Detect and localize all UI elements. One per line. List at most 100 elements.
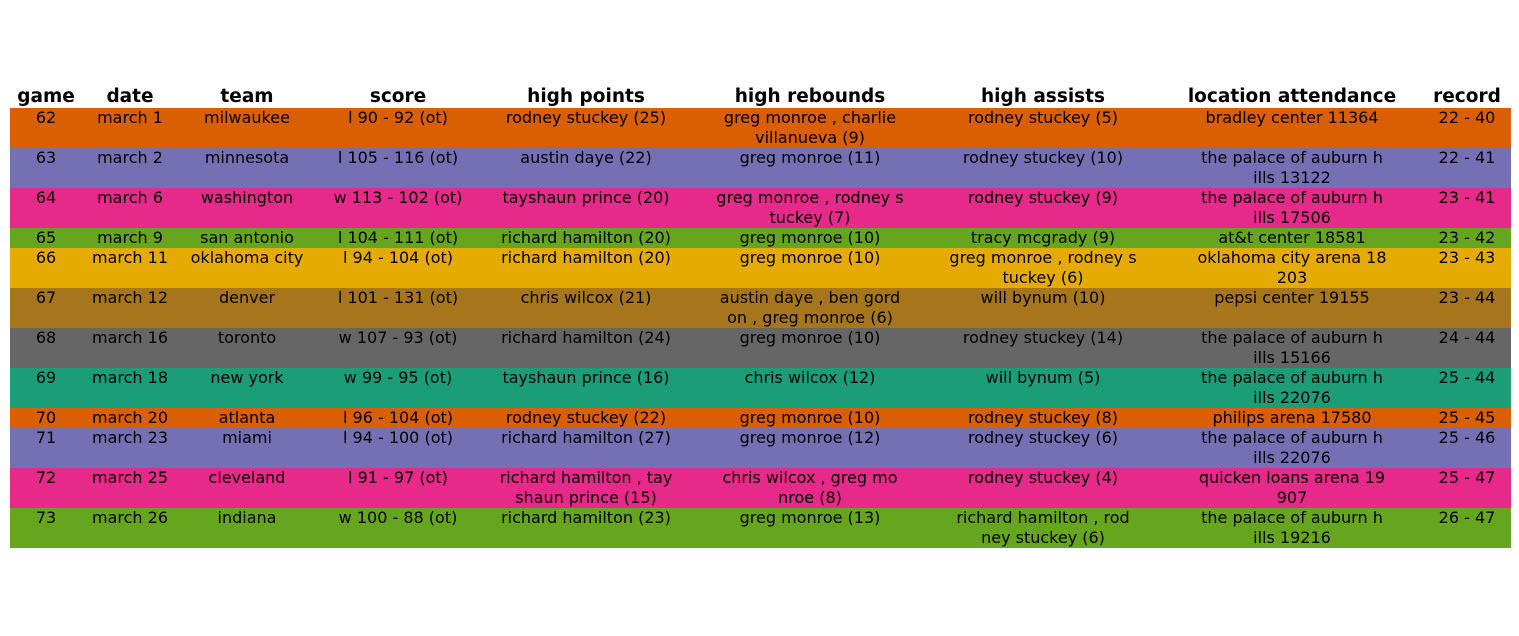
table-cell: 65 (35, 228, 57, 247)
table-row: 69 march 18 new york w 99 - 95 (ot) tayshaun… (10, 368, 1511, 408)
table-cell: tracy mcgrady (9) (970, 228, 1116, 247)
table-cell: new york (210, 368, 284, 387)
table-cell: 25 - 46 (1438, 428, 1496, 447)
table-row: 67 march 12 denver l 101 - 131 (ot) chris wi… (10, 288, 1511, 328)
column-header: date (106, 86, 154, 107)
table-cell: w 99 - 95 (ot) (343, 368, 453, 387)
table-cell: chris wilcox (21) (520, 288, 652, 307)
table-cell: will bynum (10) (980, 288, 1106, 307)
table-cell: rodney stuckey (25) (505, 108, 667, 127)
table-cell: quicken loans arena 19 907 (1198, 468, 1386, 507)
table-row: 70 march 20 atlanta l 96 - 104 (ot) rodney s… (10, 408, 1511, 428)
column-header: score (369, 86, 427, 107)
table-cell: 72 (35, 468, 57, 487)
table-cell: richard hamilton (20) (501, 228, 671, 247)
table-cell: at&t center 18581 (1218, 228, 1366, 247)
table-cell: 26 - 47 (1438, 508, 1496, 527)
table-cell: 23 - 42 (1438, 228, 1496, 247)
table-cell: march 6 (97, 188, 163, 207)
table-cell: 25 - 45 (1438, 408, 1496, 427)
table-cell: greg monroe (10) (739, 328, 881, 347)
table-cell: rodney stuckey (10) (962, 148, 1124, 167)
table-cell: tayshaun prince (16) (502, 368, 670, 387)
table-cell: greg monroe (10) (739, 408, 881, 427)
table-cell: philips arena 17580 (1212, 408, 1372, 427)
table-cell: 67 (35, 288, 57, 307)
table-cell: 69 (35, 368, 57, 387)
table-cell: march 26 (92, 508, 168, 527)
table-cell: greg monroe (12) (739, 428, 881, 447)
table-cell: greg monroe (10) (739, 248, 881, 267)
table-cell: march 11 (92, 248, 168, 267)
table-cell: rodney stuckey (14) (962, 328, 1124, 347)
table-cell: l 94 - 104 (ot) (342, 248, 453, 267)
table-cell: 73 (35, 508, 57, 527)
table-cell: march 16 (92, 328, 168, 347)
table-cell: richard hamilton (27) (501, 428, 671, 447)
table-cell: indiana (217, 508, 277, 527)
table-cell: w 107 - 93 (ot) (338, 328, 458, 347)
table-cell: 22 - 41 (1438, 148, 1496, 167)
table-cell: march 23 (92, 428, 168, 447)
table-cell: greg monroe , charlie villanueva (9) (723, 108, 897, 147)
table-cell: l 91 - 97 (ot) (348, 468, 448, 487)
table-cell: l 94 - 100 (ot) (342, 428, 453, 447)
table-cell: richard hamilton , rod ney stuckey (6) (956, 508, 1130, 547)
column-header: high assists (980, 86, 1106, 107)
table-cell: 22 - 40 (1438, 108, 1496, 127)
table-cell: 25 - 47 (1438, 468, 1496, 487)
table-cell: chris wilcox , greg mo nroe (8) (722, 468, 898, 507)
column-header: high points (527, 86, 645, 107)
table-cell: bradley center 11364 (1205, 108, 1379, 127)
table-cell: cleveland (208, 468, 286, 487)
table-cell: greg monroe (13) (739, 508, 881, 527)
table-cell: austin daye (22) (520, 148, 652, 167)
table-cell: richard hamilton (23) (501, 508, 671, 527)
table-cell: atlanta (218, 408, 276, 427)
table-cell: w 100 - 88 (ot) (338, 508, 458, 527)
table-cell: 23 - 43 (1438, 248, 1496, 267)
table-cell: 23 - 44 (1438, 288, 1496, 307)
table-cell: greg monroe , rodney s tuckey (6) (949, 248, 1137, 287)
table-cell: richard hamilton (24) (501, 328, 671, 347)
table-cell: miami (222, 428, 272, 447)
table-cell: denver (218, 288, 276, 307)
table-cell: w 113 - 102 (ot) (333, 188, 463, 207)
table-cell: the palace of auburn h ills 22076 (1201, 368, 1383, 407)
table-cell: richard hamilton , tay shaun prince (15) (499, 468, 673, 507)
table-cell: oklahoma city (190, 248, 304, 267)
table-cell: minnesota (204, 148, 290, 167)
table-cell: march 20 (92, 408, 168, 427)
table-row: 72 march 25 cleveland l 91 - 97 (ot) richard… (10, 468, 1511, 508)
table-row: 65 march 9 san antonio l 104 - 111 (ot) rich… (10, 228, 1511, 248)
table-cell: rodney stuckey (9) (967, 188, 1118, 207)
table-cell: march 25 (92, 468, 168, 487)
table-cell: chris wilcox (12) (744, 368, 876, 387)
table-cell: 63 (35, 148, 57, 167)
table-row: 66 march 11 oklahoma city l 94 - 104 (ot) ri… (10, 248, 1511, 288)
table-cell: rodney stuckey (8) (967, 408, 1118, 427)
table-cell: richard hamilton (20) (501, 248, 671, 267)
table-cell: oklahoma city arena 18 203 (1197, 248, 1387, 287)
table-cell: san antonio (200, 228, 294, 247)
table-cell: 70 (35, 408, 57, 427)
table-cell: greg monroe (10) (739, 228, 881, 247)
table-cell: march 9 (97, 228, 163, 247)
table-cell: 25 - 44 (1438, 368, 1496, 387)
column-header: game (17, 86, 75, 107)
table-cell: austin daye , ben gord on , greg monroe … (719, 288, 901, 327)
table-cell: washington (200, 188, 294, 207)
table-cell: toronto (217, 328, 277, 347)
table-cell: 71 (35, 428, 57, 447)
table-cell: march 1 (97, 108, 163, 127)
table-cell: pepsi center 19155 (1214, 288, 1370, 307)
column-header: team (220, 86, 274, 107)
table-cell: tayshaun prince (20) (502, 188, 670, 207)
table-cell: l 90 - 92 (ot) (348, 108, 448, 127)
table-cell: l 96 - 104 (ot) (342, 408, 453, 427)
table-cell: the palace of auburn h ills 22076 (1201, 428, 1383, 467)
table-cell: 23 - 41 (1438, 188, 1496, 207)
table-cell: rodney stuckey (22) (505, 408, 667, 427)
table-cell: greg monroe (11) (739, 148, 881, 167)
